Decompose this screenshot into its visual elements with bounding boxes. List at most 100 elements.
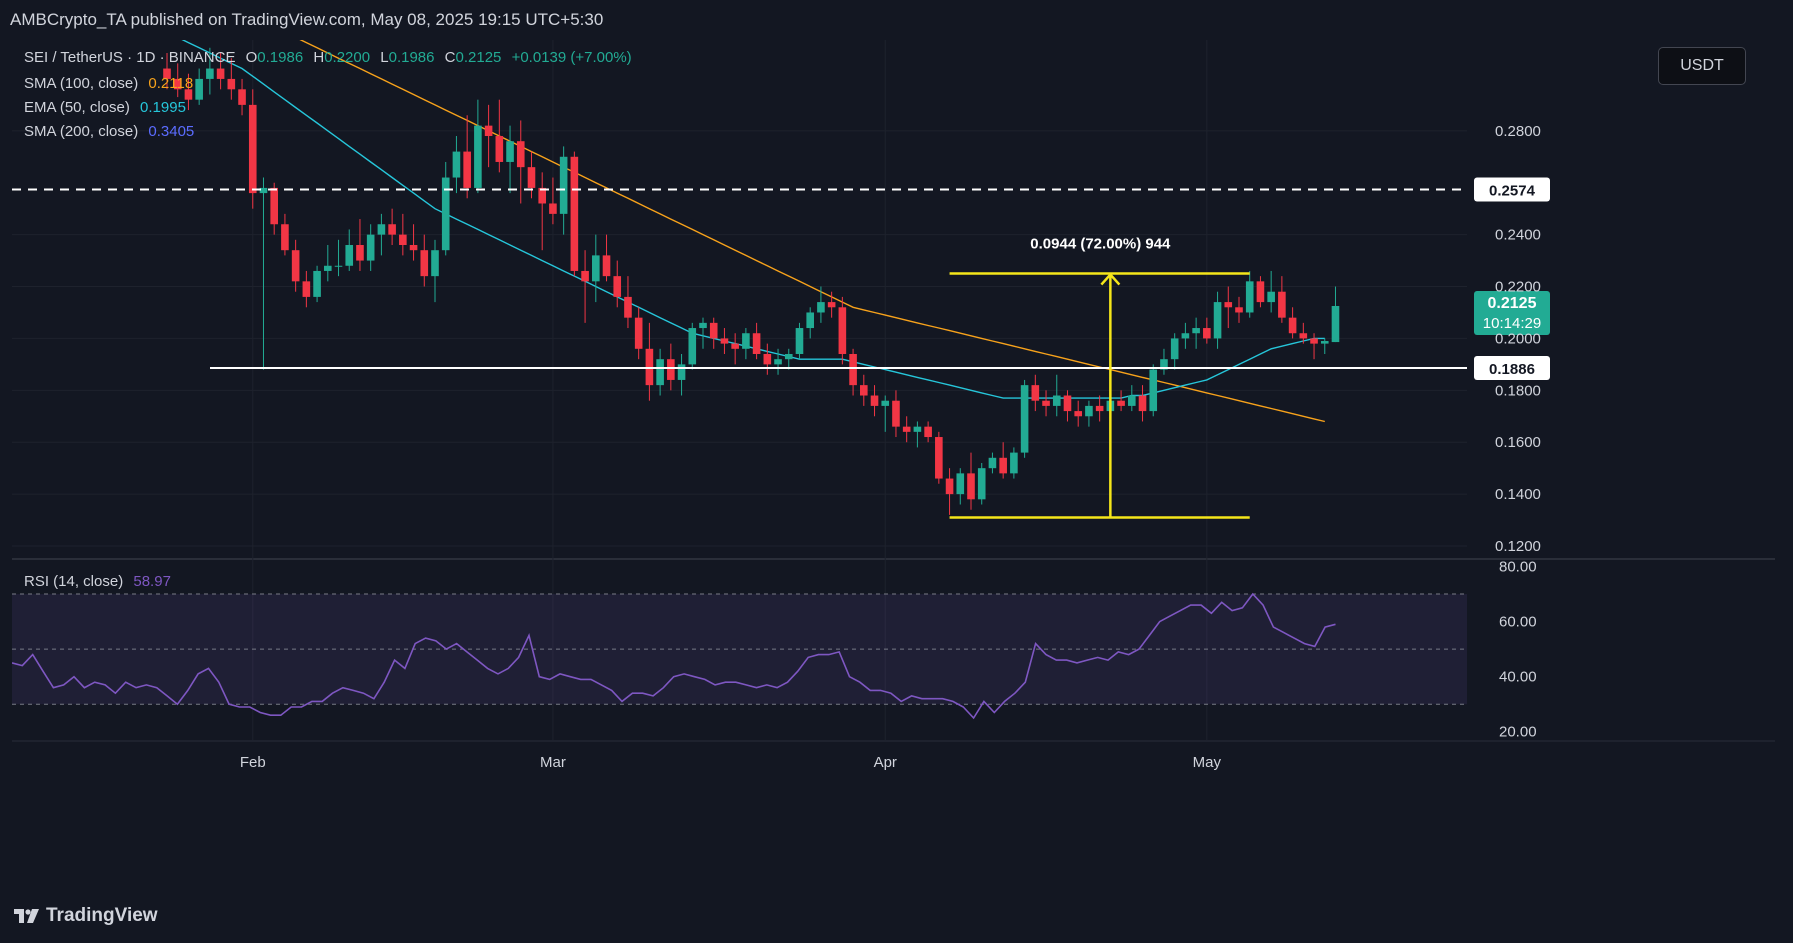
candle [838,296,847,365]
candle [495,99,504,173]
measure-label: 0.0944 (72.00%) 944 [1030,236,1171,253]
candle-body [506,141,514,162]
chart-canvas[interactable]: 0.2574 0.1886 0.2125 10:14:29 0.0944 (72.00… [11,0,1775,889]
rsi-tick-label: 80.00 [1499,559,1537,576]
candle [924,421,932,443]
candle-body [281,224,289,251]
ohlc-low-value: 0.1986 [389,49,435,66]
candle [281,213,289,256]
candle [1063,390,1072,422]
legend-sma100[interactable]: SMA (100, close) 0.2118 [24,75,193,92]
candle-body [313,270,321,297]
rsi-line [11,592,1336,720]
candle-body [1160,359,1168,370]
chart-frame[interactable]: 0.2574 0.1886 0.2125 10:14:29 0.0944 (72.00… [11,0,1775,889]
candle [1203,317,1211,344]
candle [1031,374,1040,412]
candle-body [1095,405,1104,412]
candle-body [667,359,675,380]
candle-body [366,234,375,261]
symbol-title[interactable]: SEI / TetherUS · 1D · BINANCE [24,49,235,66]
candle [827,291,836,318]
candle [677,353,686,396]
time-tick-label: Feb [240,754,266,771]
current-price-tag [1474,290,1550,335]
candle-body [1128,395,1136,406]
candle [988,452,997,474]
candle-body [838,307,847,354]
candle [409,224,418,261]
level-price-tag [1474,356,1550,381]
candle [377,213,386,256]
candle-body [1192,328,1200,334]
legend-ema50[interactable]: EMA (50, close) 0.1995 [24,99,186,116]
candle-body [516,141,525,168]
price-tick-label: 0.1400 [1495,486,1541,503]
candle [645,322,654,401]
candle-body [549,203,557,214]
price-tick-label: 0.2000 [1495,330,1541,347]
candle [956,468,965,505]
price-tick-label: 0.2200 [1495,279,1541,296]
candle-body [860,385,868,396]
legend-rsi[interactable]: RSI (14, close) 58.97 [24,573,171,590]
candle-body [849,353,857,386]
ohlc-high-label: H [313,49,324,66]
candle-body [795,328,804,354]
candle [1192,317,1200,349]
legend-sma200[interactable]: SMA (200, close) 0.3405 [24,123,194,140]
candle [291,239,300,292]
candle [977,462,986,505]
candle-body [1031,385,1040,401]
ohlc-open-value: 0.1986 [257,49,303,66]
candle-body [1203,328,1211,339]
candle [484,104,493,168]
candle-body [399,234,407,246]
candle-body [1245,281,1254,313]
candle-body [1235,307,1243,313]
candle [1149,364,1158,417]
candle [624,276,632,329]
candle [184,73,193,111]
sma100-line [216,0,1325,423]
candle-body [999,457,1007,474]
candle-body [634,317,643,349]
candle [538,172,546,251]
tradingview-logo-icon [14,909,39,923]
ohlc-high-value: 0.2200 [324,49,370,66]
footer-bar: TradingView [0,891,1793,943]
candle-body [581,270,589,282]
candle [892,390,900,438]
candle [1052,374,1061,417]
candle-body [731,343,739,349]
candle [163,52,171,90]
candle [656,348,664,396]
candle-body [613,276,622,297]
candle [1320,338,1329,354]
candle [849,348,857,396]
candle [506,125,514,194]
time-axis[interactable]: Feb Mar Apr May [240,754,1222,771]
candle [870,385,879,417]
candle [570,151,579,277]
currency-button[interactable]: USDT [1658,47,1746,85]
candle-body [592,255,600,282]
candle [967,452,975,510]
candle-body [1299,333,1308,339]
measure-tool[interactable]: 0.0944 (72.00%) 944 [949,236,1250,519]
moving-averages [166,0,1325,423]
ema50-value: 0.1995 [140,99,186,116]
candle-body [1020,385,1029,453]
candle [709,317,718,349]
candle [356,219,364,271]
candle [817,286,825,323]
horizontal-levels[interactable]: 0.2574 0.1886 0.2125 10:14:29 [12,177,1550,381]
candle [334,239,343,277]
tradingview-logo[interactable]: TradingView [14,905,158,927]
candle [1138,385,1147,422]
ohlc-close-value: 0.2125 [456,49,502,66]
price-axis[interactable]: 0.2800 0.2400 0.2200 0.2000 0.1800 0.1600 0.14… [1495,123,1541,741]
candle [795,322,804,360]
candle-body [1052,395,1061,406]
level-price-label: 0.2574 [1489,182,1536,199]
